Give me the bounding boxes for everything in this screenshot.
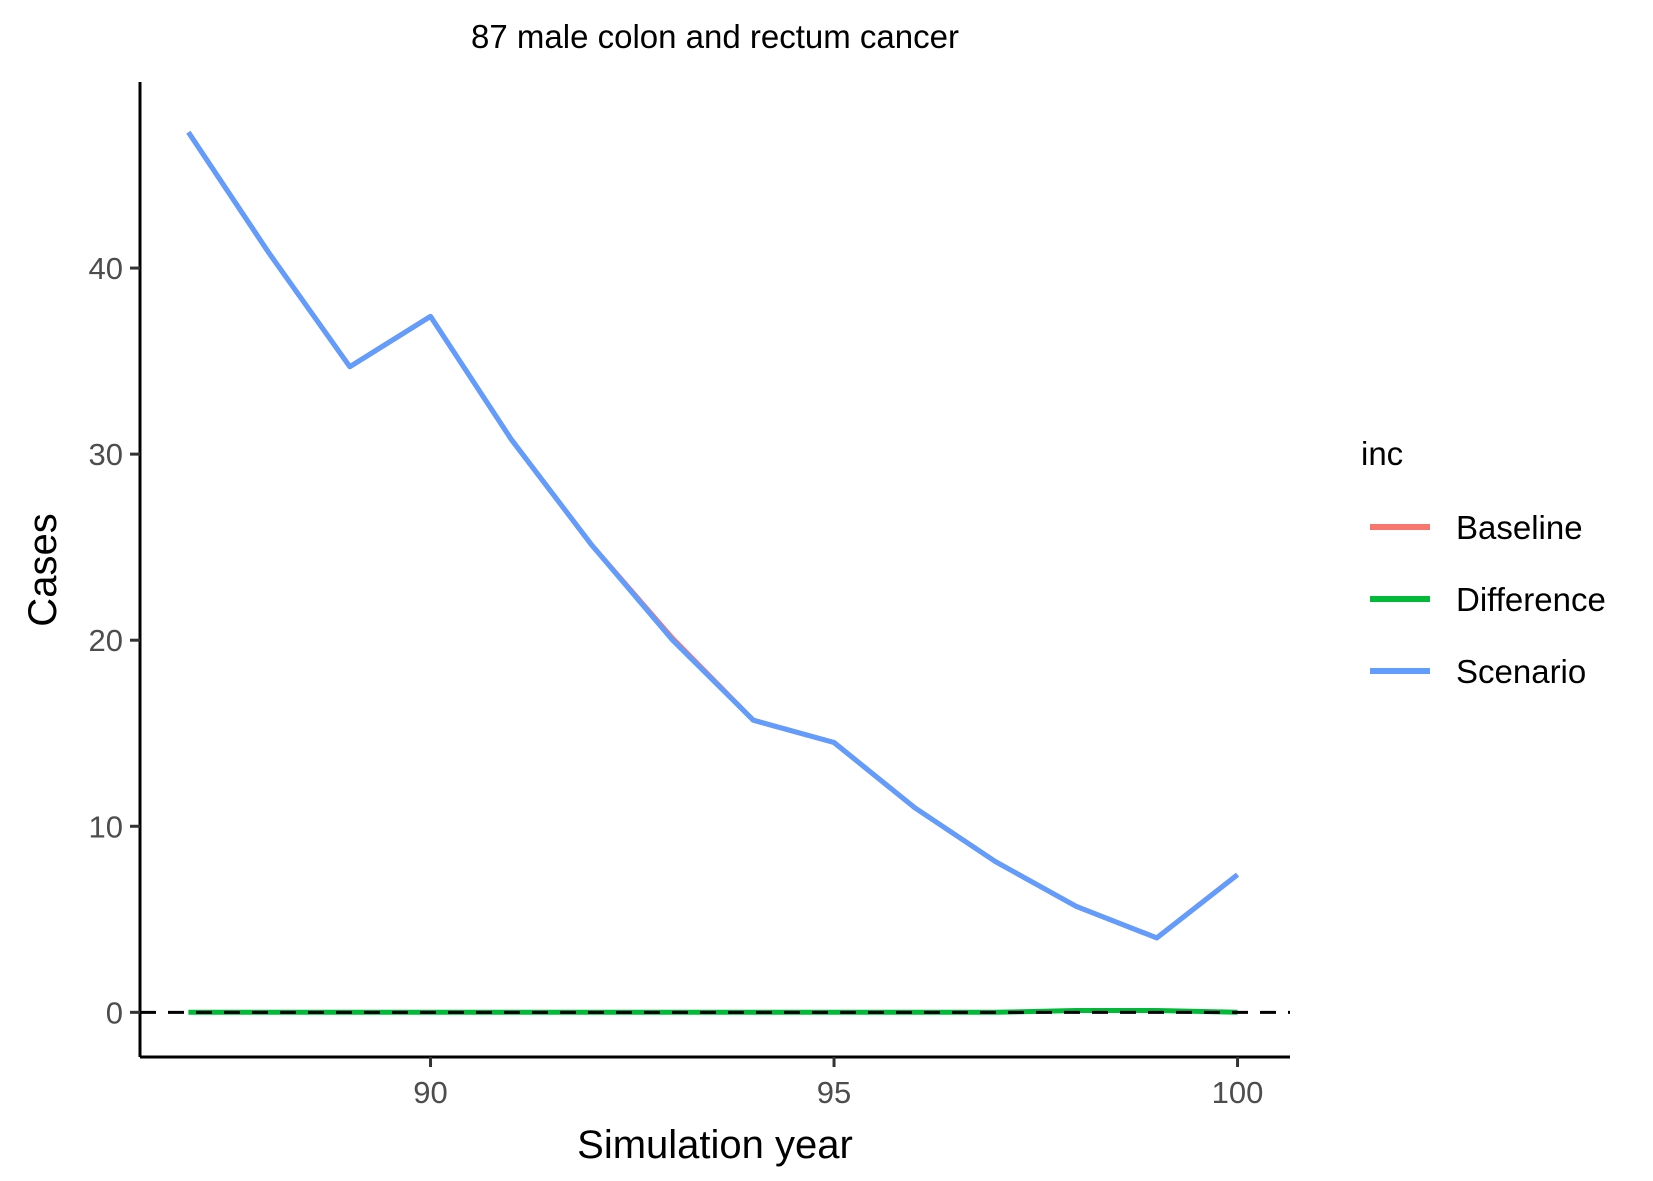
y-tick-label: 30 [89, 437, 123, 472]
y-tick-label: 20 [89, 623, 123, 658]
y-axis-ticks: 0 10 20 30 40 [89, 251, 140, 1030]
y-tick-label: 10 [89, 809, 123, 844]
legend-items: Baseline Difference Scenario [1370, 509, 1606, 690]
x-tick-label: 95 [817, 1075, 851, 1110]
series-line-scenario [186, 130, 1240, 941]
legend-label-baseline: Baseline [1456, 509, 1583, 546]
y-axis-title: Cases [21, 513, 65, 626]
y-tick-label: 40 [89, 251, 123, 286]
x-tick-label: 90 [413, 1075, 447, 1110]
chart-title: 87 male colon and rectum cancer [471, 18, 959, 55]
x-tick-label: 100 [1212, 1075, 1264, 1110]
x-axis-title: Simulation year [577, 1123, 853, 1167]
legend-label-difference: Difference [1456, 581, 1606, 618]
y-tick-label: 0 [106, 995, 123, 1030]
legend: inc Baseline Difference Scenario [1361, 435, 1606, 690]
legend-label-scenario: Scenario [1456, 653, 1586, 690]
legend-title: inc [1361, 435, 1403, 472]
x-axis-ticks: 90 95 100 [413, 1057, 1263, 1110]
